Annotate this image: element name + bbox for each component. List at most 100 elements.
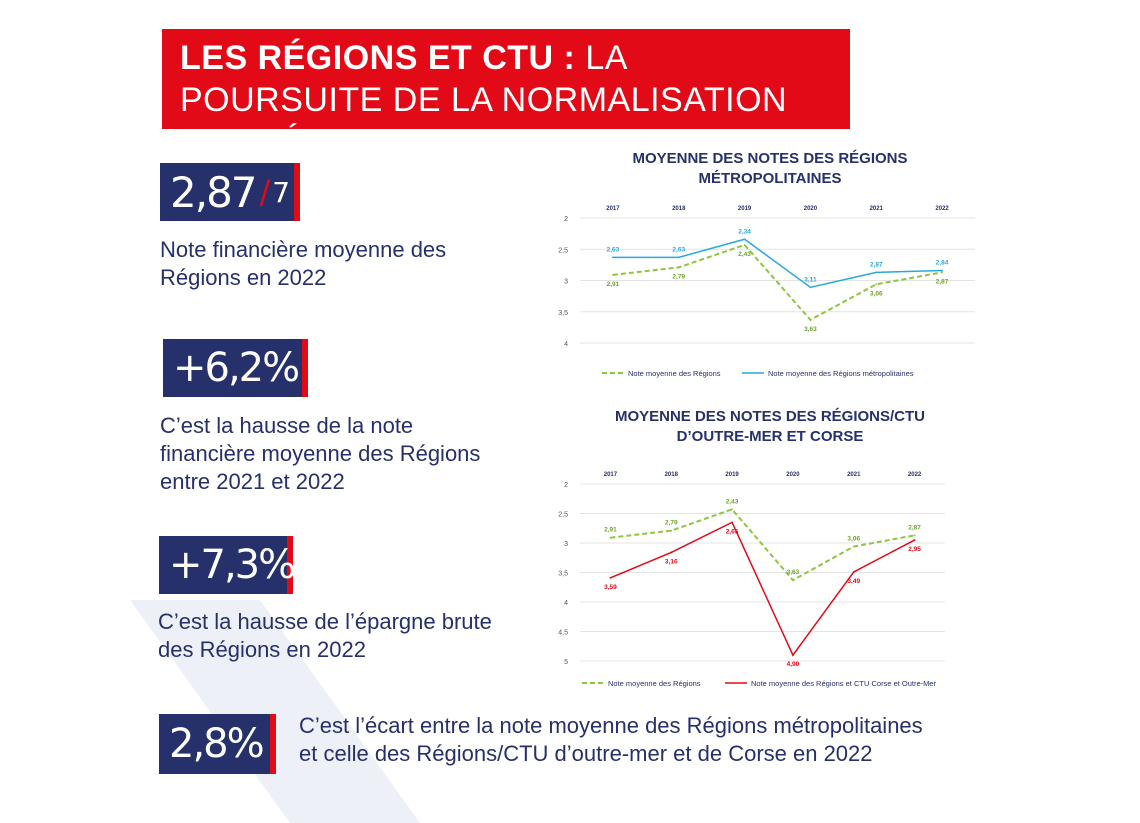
data-point <box>731 521 733 524</box>
series-line <box>610 521 915 657</box>
y-tick-label: 3 <box>564 541 568 548</box>
data-point <box>792 579 794 582</box>
series-line <box>612 243 943 322</box>
y-tick-label: 2,5 <box>558 247 568 254</box>
x-tick-label: 2019 <box>725 472 739 478</box>
kpi-gap-text: C’est l’écart entre la note moyenne des … <box>299 713 923 766</box>
data-point <box>875 283 878 286</box>
data-label: 2,63 <box>672 246 685 253</box>
data-point <box>875 271 878 274</box>
data-point <box>941 269 943 272</box>
data-point <box>612 256 614 259</box>
data-label: 4,90 <box>787 661 800 668</box>
chart-title-overseas: MOYENNE DES NOTES DES RÉGIONS/CTU D’OUTR… <box>614 408 926 445</box>
x-tick-label: 2018 <box>672 206 686 212</box>
kpi-savings-increase-text: C’est la hausse de l’épargne brute des R… <box>158 609 492 662</box>
x-tick-label: 2020 <box>804 206 818 212</box>
y-tick-label: 2 <box>564 482 568 489</box>
data-point <box>941 271 943 274</box>
kpi-savings-increase-box: +7,3% <box>159 536 296 594</box>
data-label: 2,91 <box>604 527 617 534</box>
data-label: 3,49 <box>847 578 860 585</box>
kpi-score-increase-text: C’est la hausse de la note financière mo… <box>160 413 481 494</box>
y-tick-label: 5 <box>564 659 568 666</box>
data-label: 2,91 <box>607 281 620 288</box>
data-point <box>743 243 746 246</box>
data-point <box>609 576 612 579</box>
x-tick-label: 2018 <box>665 472 679 478</box>
y-tick-label: 3,5 <box>558 571 568 578</box>
legend-label: Note moyenne des Régions et CTU Corse et… <box>751 679 937 688</box>
y-tick-label: 2 <box>564 216 568 223</box>
data-label: 2,63 <box>607 246 620 253</box>
data-point <box>852 545 855 548</box>
y-tick-label: 4,5 <box>558 630 568 637</box>
x-tick-label: 2022 <box>935 206 949 212</box>
chart-title-metropolitan: MOYENNE DES NOTES DES RÉGIONS MÉTROPOLIT… <box>632 150 908 187</box>
data-point <box>612 273 614 276</box>
y-tick-label: 3,5 <box>558 310 568 317</box>
data-label: 2,43 <box>738 251 751 258</box>
kpi-gap-box: 2,8% <box>159 714 276 774</box>
y-tick-label: 4 <box>564 341 568 348</box>
data-point <box>670 551 673 554</box>
data-label: 2,87 <box>870 261 883 268</box>
kpi-denominator: 7 <box>272 175 291 209</box>
data-point <box>677 266 680 269</box>
title-light: LA POURSUITE DE LA NORMALISATION BUDGÉTA… <box>180 39 788 161</box>
data-label: 2,79 <box>665 520 678 527</box>
data-point <box>670 529 673 532</box>
y-tick-label: 4 <box>564 600 568 607</box>
x-tick-label: 2017 <box>606 206 620 212</box>
data-label: 3,63 <box>787 569 800 576</box>
data-point <box>792 654 794 656</box>
x-tick-label: 2020 <box>786 472 800 478</box>
data-label: 3,63 <box>804 326 817 333</box>
data-label: 2,79 <box>672 273 685 280</box>
data-point <box>743 238 746 241</box>
legend-label: Note moyenne des Régions <box>608 679 701 688</box>
data-label: 2,95 <box>908 546 921 553</box>
title-bold: LES RÉGIONS ET CTU : <box>180 39 576 77</box>
legend-label: Note moyenne des Régions métropolitaines <box>768 369 914 378</box>
y-tick-label: 3 <box>564 279 568 286</box>
kpi-slash: / <box>259 173 271 211</box>
series-line <box>612 238 943 289</box>
data-point <box>913 539 916 541</box>
x-tick-label: 2019 <box>738 206 752 212</box>
overseas-line-chart: 2 2,5 3 3,5 4 4,5 5 2017 2018 2019 2020 2021 2022 2,9… <box>558 472 945 688</box>
x-tick-label: 2021 <box>847 472 861 478</box>
page-title: LES RÉGIONS ET CTU : LA POURSUITE DE LA … <box>162 29 850 161</box>
legend-label: Note moyenne des Régions <box>628 369 721 378</box>
x-tick-label: 2017 <box>604 472 618 478</box>
kpi-score-increase-value: +6,2% <box>173 345 300 391</box>
y-tick-label: 2,5 <box>558 512 568 519</box>
kpi-average-score-value: 2,87 <box>170 167 258 217</box>
data-point <box>677 256 680 259</box>
data-label: 3,59 <box>604 584 617 591</box>
data-label: 3,16 <box>665 558 678 565</box>
kpi-score-increase-box: +6,2% <box>163 339 308 397</box>
data-label: 3,11 <box>804 276 817 283</box>
data-label: 2,87 <box>908 524 921 531</box>
data-label: 3,06 <box>847 536 860 543</box>
metropolitan-line-chart: 2 2,5 3 3,5 4 2017 2018 2019 2020 2021 2022 2,91 2,7… <box>558 206 975 378</box>
data-point <box>809 286 812 289</box>
data-point <box>731 508 733 511</box>
series-line <box>610 508 915 582</box>
data-point <box>609 536 612 539</box>
kpi-average-score-text: Note financière moyenne des Régions en 2… <box>160 237 447 290</box>
kpi-average-score-box: 2,87 / 7 <box>160 163 300 221</box>
data-label: 2,65 <box>726 528 739 535</box>
data-label: 2,87 <box>936 278 949 285</box>
data-label: 3,06 <box>870 290 883 297</box>
data-point <box>852 571 855 573</box>
kpi-savings-increase-value: +7,3% <box>169 542 296 588</box>
data-label: 2,43 <box>726 498 739 505</box>
data-point <box>809 318 812 321</box>
x-tick-label: 2021 <box>870 206 884 212</box>
kpi-gap-value: 2,8% <box>169 721 265 767</box>
data-point <box>913 534 916 537</box>
x-tick-label: 2022 <box>908 472 922 478</box>
data-label: 2,84 <box>936 260 949 267</box>
